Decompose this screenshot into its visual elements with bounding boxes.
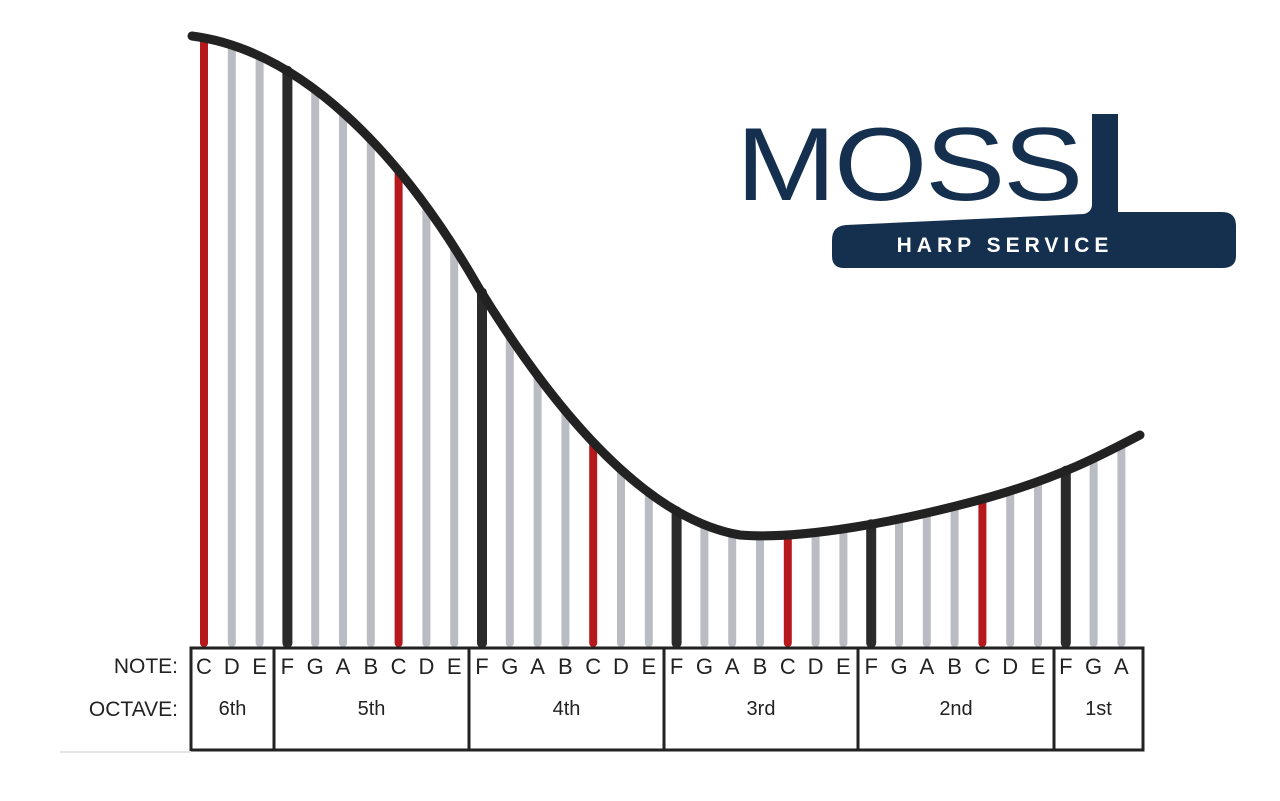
note-label: E	[1031, 654, 1046, 679]
logo-harp-shape	[832, 114, 1236, 268]
table-border	[189, 646, 1145, 752]
note-label: E	[252, 654, 267, 679]
note-row-label: NOTE:	[114, 655, 178, 678]
note-label: F	[864, 654, 877, 679]
note-label: D	[418, 654, 434, 679]
note-label: A	[919, 654, 934, 679]
note-label: A	[1114, 654, 1129, 679]
note-label: A	[725, 654, 740, 679]
note-label: A	[530, 654, 545, 679]
note-label: G	[1085, 654, 1102, 679]
note-label: F	[281, 654, 294, 679]
note-label: C	[196, 654, 212, 679]
note-label: B	[947, 654, 962, 679]
note-label: F	[475, 654, 488, 679]
note-label: C	[974, 654, 990, 679]
octave-label: 3rd	[747, 698, 776, 720]
harp-strings	[200, 33, 1126, 648]
octave-row-label: OCTAVE:	[89, 698, 178, 721]
note-label: C	[780, 654, 796, 679]
note-label: G	[696, 654, 713, 679]
note-label: D	[808, 654, 824, 679]
note-label: B	[558, 654, 573, 679]
note-label: F	[1059, 654, 1072, 679]
logo-tagline: HARP SERVICE	[897, 234, 1114, 257]
note-label: G	[890, 654, 907, 679]
harp-neck-curve	[187, 31, 1145, 541]
note-label: D	[613, 654, 629, 679]
octave-label: 1st	[1085, 698, 1112, 720]
note-label: B	[363, 654, 378, 679]
moss-logo: MOSS HARP SERVICE	[736, 107, 1236, 268]
note-label: E	[641, 654, 656, 679]
logo-name: MOSS	[736, 107, 1081, 223]
note-label: D	[1002, 654, 1018, 679]
note-label: G	[307, 654, 324, 679]
note-label: A	[336, 654, 351, 679]
note-label: D	[224, 654, 240, 679]
note-label: G	[501, 654, 518, 679]
octave-label: 5th	[358, 698, 386, 720]
octave-label: 2nd	[939, 698, 972, 720]
octave-label: 6th	[219, 698, 247, 720]
note-label: C	[585, 654, 601, 679]
note-label: C	[391, 654, 407, 679]
note-label: E	[447, 654, 462, 679]
note-label: F	[670, 654, 683, 679]
octave-label: 4th	[553, 698, 581, 720]
note-label: B	[753, 654, 768, 679]
note-label: E	[836, 654, 851, 679]
